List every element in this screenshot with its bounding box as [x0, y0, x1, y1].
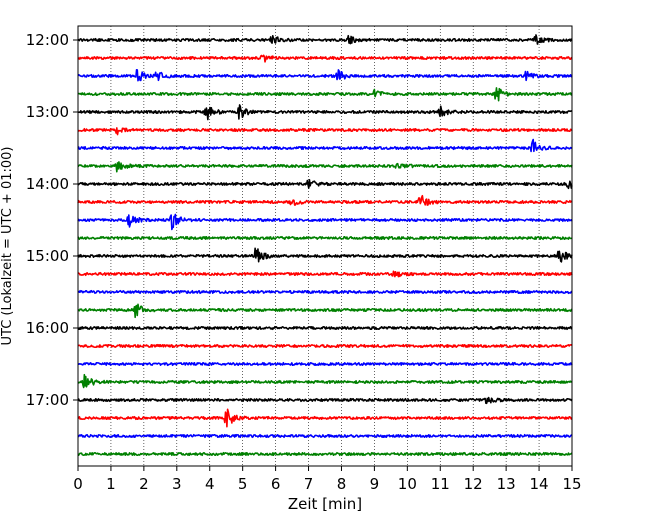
trace-row-1300	[77, 104, 573, 121]
x-tick-label: 12	[464, 475, 483, 493]
x-tick-label: 4	[205, 475, 215, 493]
trace-row-1500	[77, 247, 573, 263]
trace-row-1445	[77, 235, 573, 241]
y-tick-label: 17:00	[26, 391, 69, 409]
x-tick-label: 10	[398, 475, 417, 493]
trace-row-1230	[77, 69, 573, 82]
trace-row-1515	[77, 270, 573, 278]
trace-layer	[77, 34, 573, 457]
trace-row-1200	[77, 34, 573, 45]
trace-row-1645	[77, 373, 573, 389]
trace-row-1530	[77, 289, 573, 295]
trace-row-1330	[77, 138, 573, 153]
y-tick-label: 15:00	[26, 247, 69, 265]
y-tick-label: 16:00	[26, 319, 69, 337]
x-tick-label: 2	[139, 475, 149, 493]
x-tick-label: 9	[370, 475, 380, 493]
plot-frame	[77, 25, 573, 467]
trace-row-1400	[77, 179, 573, 190]
trace-row-1600	[77, 325, 573, 331]
x-tick-label: 13	[497, 475, 516, 493]
x-tick-label: 3	[172, 475, 182, 493]
x-tick-label: 1	[106, 475, 116, 493]
trace-row-1730	[77, 433, 573, 439]
trace-row-1715	[77, 408, 573, 428]
x-tick-label: 7	[304, 475, 314, 493]
x-tick-label: 5	[238, 475, 248, 493]
y-axis-ticks: 12:00 13:00 14:00 15:00 16:00 17:00	[26, 31, 78, 409]
x-axis-label: Zeit [min]	[288, 495, 362, 513]
trace-row-1630	[77, 361, 573, 367]
x-tick-label: 14	[530, 475, 549, 493]
trace-row-1430	[77, 213, 573, 231]
trace-row-1545	[77, 303, 573, 319]
x-tick-label: 15	[562, 475, 581, 493]
trace-row-1245	[77, 87, 573, 102]
x-tick-label: 0	[73, 475, 83, 493]
y-tick-label: 14:00	[26, 175, 69, 193]
trace-row-1345	[77, 161, 573, 173]
grid-layer	[110, 26, 540, 466]
trace-row-1700	[77, 396, 573, 405]
x-tick-label: 8	[337, 475, 347, 493]
trace-row-1745	[77, 451, 573, 457]
trace-row-1215	[77, 54, 573, 63]
x-tick-label: 6	[271, 475, 281, 493]
x-axis-ticks: 0 1 2 3 4 5 6 7 8 9 10 11 12 13 14 15	[73, 466, 582, 493]
trace-row-1615	[77, 343, 573, 349]
trace-row-1315	[77, 127, 573, 136]
y-tick-label: 12:00	[26, 31, 69, 49]
y-tick-label: 13:00	[26, 103, 69, 121]
trace-row-1415	[77, 194, 573, 206]
y-axis-label: UTC (Lokalzeit = UTC + 01:00)	[0, 147, 15, 346]
x-tick-label: 11	[431, 475, 450, 493]
